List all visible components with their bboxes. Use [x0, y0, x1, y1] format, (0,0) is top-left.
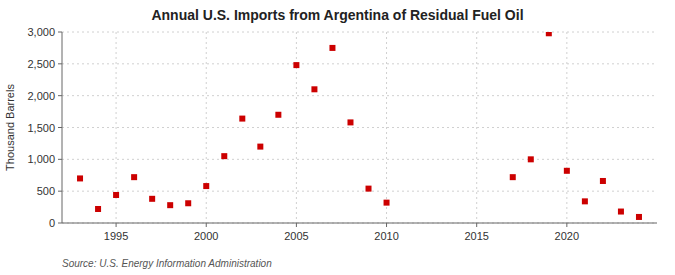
y-axis-label: Thousand Barrels — [4, 84, 16, 171]
x-tick — [296, 223, 297, 227]
point — [185, 200, 191, 206]
y-tick-label: 2,500 — [27, 58, 55, 70]
source-note: Source: U.S. Energy Information Administ… — [62, 258, 272, 269]
point — [384, 200, 390, 206]
y-tick — [58, 159, 62, 160]
x-tick-label: 2000 — [194, 230, 218, 242]
x-tick-label: 2020 — [555, 230, 579, 242]
y-grid-line — [62, 159, 657, 160]
point — [203, 183, 209, 189]
background — [0, 0, 675, 275]
point — [636, 214, 642, 220]
y-tick-label: 0 — [49, 217, 55, 229]
point — [528, 156, 534, 162]
title: Annual U.S. Imports from Argentina of Re… — [151, 7, 523, 23]
x-tick — [206, 223, 207, 227]
point — [347, 119, 353, 125]
points — [77, 32, 642, 220]
point — [77, 175, 83, 181]
y-tick — [58, 32, 62, 33]
y-grid-line — [62, 63, 657, 64]
y-tick-label: 2,000 — [27, 90, 55, 102]
y-tick — [58, 223, 62, 224]
x-tick-label: 2015 — [464, 230, 488, 242]
x-grid-line — [476, 32, 477, 223]
x-tick-label: 1995 — [104, 230, 128, 242]
y-tick-label: 1,500 — [27, 122, 55, 134]
point — [366, 186, 372, 192]
point — [275, 112, 281, 118]
y-tick-label: 3,000 — [27, 26, 55, 38]
x-tick — [476, 223, 477, 227]
point — [546, 32, 552, 36]
y-axis-line — [62, 32, 63, 223]
y-tick-label: 500 — [37, 185, 55, 197]
x-grid-line — [206, 32, 207, 223]
x-tick-label: 2005 — [284, 230, 308, 242]
point — [311, 86, 317, 92]
point — [149, 196, 155, 202]
x-tick — [116, 223, 117, 227]
x-axis-line — [62, 223, 657, 224]
y-tick — [58, 191, 62, 192]
point — [167, 202, 173, 208]
x-grid-line — [296, 32, 297, 223]
y-tick — [58, 127, 62, 128]
point — [113, 192, 119, 198]
point — [510, 174, 516, 180]
point — [239, 116, 245, 122]
x-grid-line — [566, 32, 567, 223]
y-grid-line — [62, 95, 657, 96]
point — [600, 178, 606, 184]
y-grid-line — [62, 127, 657, 128]
x-tick — [566, 223, 567, 227]
y-grid-line — [62, 32, 657, 33]
y-tick — [58, 95, 62, 96]
axes: 0 500 1,000 1,500 2,000 2,500 3,000 1995 2000 200… — [27, 26, 657, 242]
point — [221, 153, 227, 159]
x-grid-line — [386, 32, 387, 223]
point — [257, 144, 263, 150]
point — [564, 168, 570, 174]
point — [329, 45, 335, 51]
x-tick — [386, 223, 387, 227]
point — [131, 174, 137, 180]
point — [582, 198, 588, 204]
y-grid-line — [62, 223, 657, 224]
chart-container: Annual U.S. Imports from Argentina of Re… — [0, 0, 675, 275]
chart-svg: Annual U.S. Imports from Argentina of Re… — [0, 0, 675, 275]
y-tick-label: 1,000 — [27, 153, 55, 165]
y-tick — [58, 63, 62, 64]
point — [618, 209, 624, 215]
point — [95, 206, 101, 212]
point — [293, 62, 299, 68]
y-grid-line — [62, 191, 657, 192]
x-tick-label: 2010 — [374, 230, 398, 242]
grid — [62, 32, 657, 223]
